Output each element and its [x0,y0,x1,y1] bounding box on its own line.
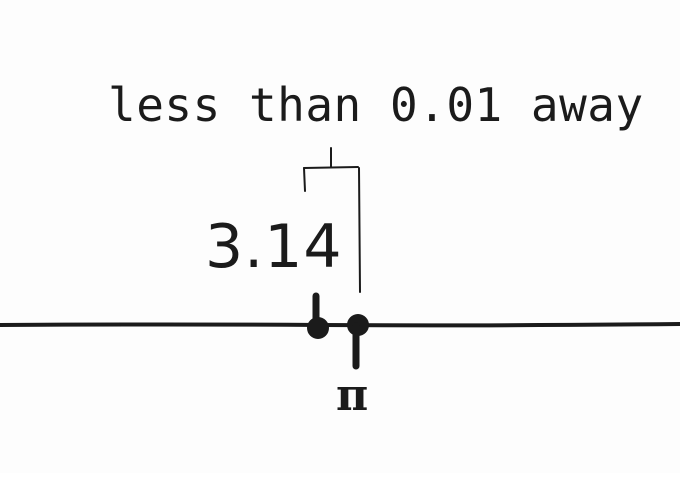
approx-point [307,317,329,339]
number-line [0,322,680,328]
gap-bracket [303,147,361,293]
distance-annotation: less than 0.01 away [108,78,644,132]
approx-value-label: 3.14 [205,212,343,282]
pi-label: π [336,370,369,421]
